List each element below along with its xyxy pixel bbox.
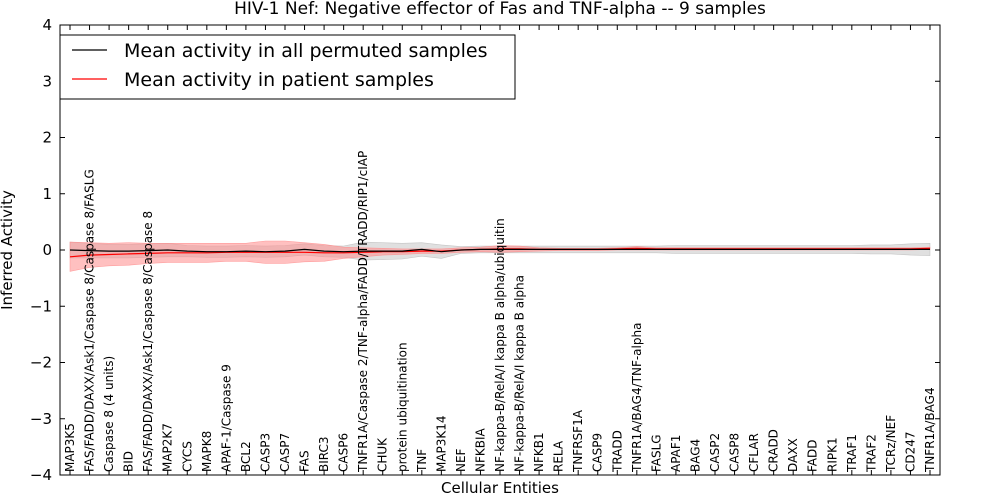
x-tick-label: FADD xyxy=(806,440,820,473)
x-tick-label: CASP2 xyxy=(708,433,722,472)
x-tick-label: APAF-1/Caspase 9 xyxy=(219,364,233,472)
y-tick-label: −3 xyxy=(30,410,52,428)
legend-label-permuted: Mean activity in all permuted samples xyxy=(124,40,487,62)
chart-title: HIV-1 Nef: Negative effector of Fas and … xyxy=(234,0,766,19)
y-axis: −4 −3 −2 −1 0 1 2 3 4 xyxy=(30,16,940,484)
x-tick-label: TRAF1 xyxy=(845,434,859,473)
x-tick-label: CASP7 xyxy=(278,433,292,472)
series-lines xyxy=(69,247,931,258)
x-tick-label: CASP9 xyxy=(591,433,605,472)
x-tick-label: MAP3K14 xyxy=(434,415,448,472)
x-tick-label: FAS xyxy=(298,450,312,472)
x-tick-label: TNFR1A/Caspase 2/TNF-alpha/FADD/TRADD/RI… xyxy=(356,151,370,473)
x-tick-label: TRADD xyxy=(610,430,624,473)
x-tick-label: BIRC3 xyxy=(317,436,331,472)
x-tick-label: NFKBIA xyxy=(474,427,488,472)
y-tick-label: −2 xyxy=(30,354,52,372)
x-tick-label: MAPK8 xyxy=(200,431,214,472)
x-tick-label: protein ubiquitination xyxy=(395,342,409,472)
x-tick-label: RELA xyxy=(552,440,566,472)
x-tick-label: FAS/FADD/DAXX/Ask1/Caspase 8/Caspase 8/F… xyxy=(83,169,97,472)
x-tick-label: TNFR1A/BAG4/TNF-alpha xyxy=(630,323,644,473)
y-tick-label: 2 xyxy=(42,129,52,147)
y-axis-label: Inferred Activity xyxy=(0,190,16,310)
legend: Mean activity in all permuted samples Me… xyxy=(59,34,516,100)
x-tick-label: CASP6 xyxy=(337,433,351,472)
y-tick-label: 3 xyxy=(42,72,52,90)
x-axis-label: Cellular Entities xyxy=(441,479,559,497)
y-tick-label: 4 xyxy=(42,16,52,34)
x-tick-label: RIPK1 xyxy=(825,437,839,472)
x-tick-label: NF-kappa-B/RelA/I kappa B alpha/ubiquiti… xyxy=(493,218,507,472)
x-axis: MAP3K5 FAS/FADD/DAXX/Ask1/Caspase 8/Caspa… xyxy=(63,25,937,475)
y-tick-label: −4 xyxy=(30,466,52,484)
x-tick-label: TNFRSF1A xyxy=(571,409,585,473)
x-tick-label: CRADD xyxy=(767,429,781,472)
x-tick-label: TCRz/NEF xyxy=(884,415,898,473)
x-tick-label: BID xyxy=(122,451,136,472)
x-tick-label: APAF1 xyxy=(669,435,683,472)
line-permuted xyxy=(69,248,930,253)
x-tick-label: CHUK xyxy=(376,437,390,472)
x-tick-label: TRAF2 xyxy=(864,434,878,473)
y-tick-label: −1 xyxy=(30,297,52,315)
x-tick-label: Caspase 8 (4 units) xyxy=(102,356,116,472)
x-tick-label: CYCS xyxy=(180,441,194,472)
x-tick-label: FAS/FADD/DAXX/Ask1/Caspase 8/Caspase 8 xyxy=(141,211,155,472)
x-tick-label: TNFR1A/BAG4 xyxy=(923,387,937,473)
legend-label-patient: Mean activity in patient samples xyxy=(124,69,434,91)
y-tick-label: 1 xyxy=(42,185,52,203)
x-tick-label: CD247 xyxy=(904,431,918,472)
x-tick-label: MAP2K7 xyxy=(161,423,175,472)
x-tick-label: NFKB1 xyxy=(532,432,546,472)
x-tick-label: CASP8 xyxy=(728,433,742,472)
x-tick-label: NEF xyxy=(454,448,468,472)
x-tick-label: NF-kappa-B/RelA/I kappa B alpha xyxy=(513,275,527,472)
x-tick-label: BCL2 xyxy=(239,441,253,472)
x-tick-label: TNF xyxy=(415,449,429,473)
x-tick-label: CASP3 xyxy=(259,433,273,472)
legend-box xyxy=(59,34,516,100)
x-tick-label: CFLAR xyxy=(747,433,761,472)
y-tick-label: 0 xyxy=(42,241,52,259)
x-tick-label: FASLG xyxy=(649,434,663,472)
x-tick-label: DAXX xyxy=(786,438,800,472)
x-tick-label: MAP3K5 xyxy=(63,423,77,472)
x-tick-label: BAG4 xyxy=(689,439,703,472)
